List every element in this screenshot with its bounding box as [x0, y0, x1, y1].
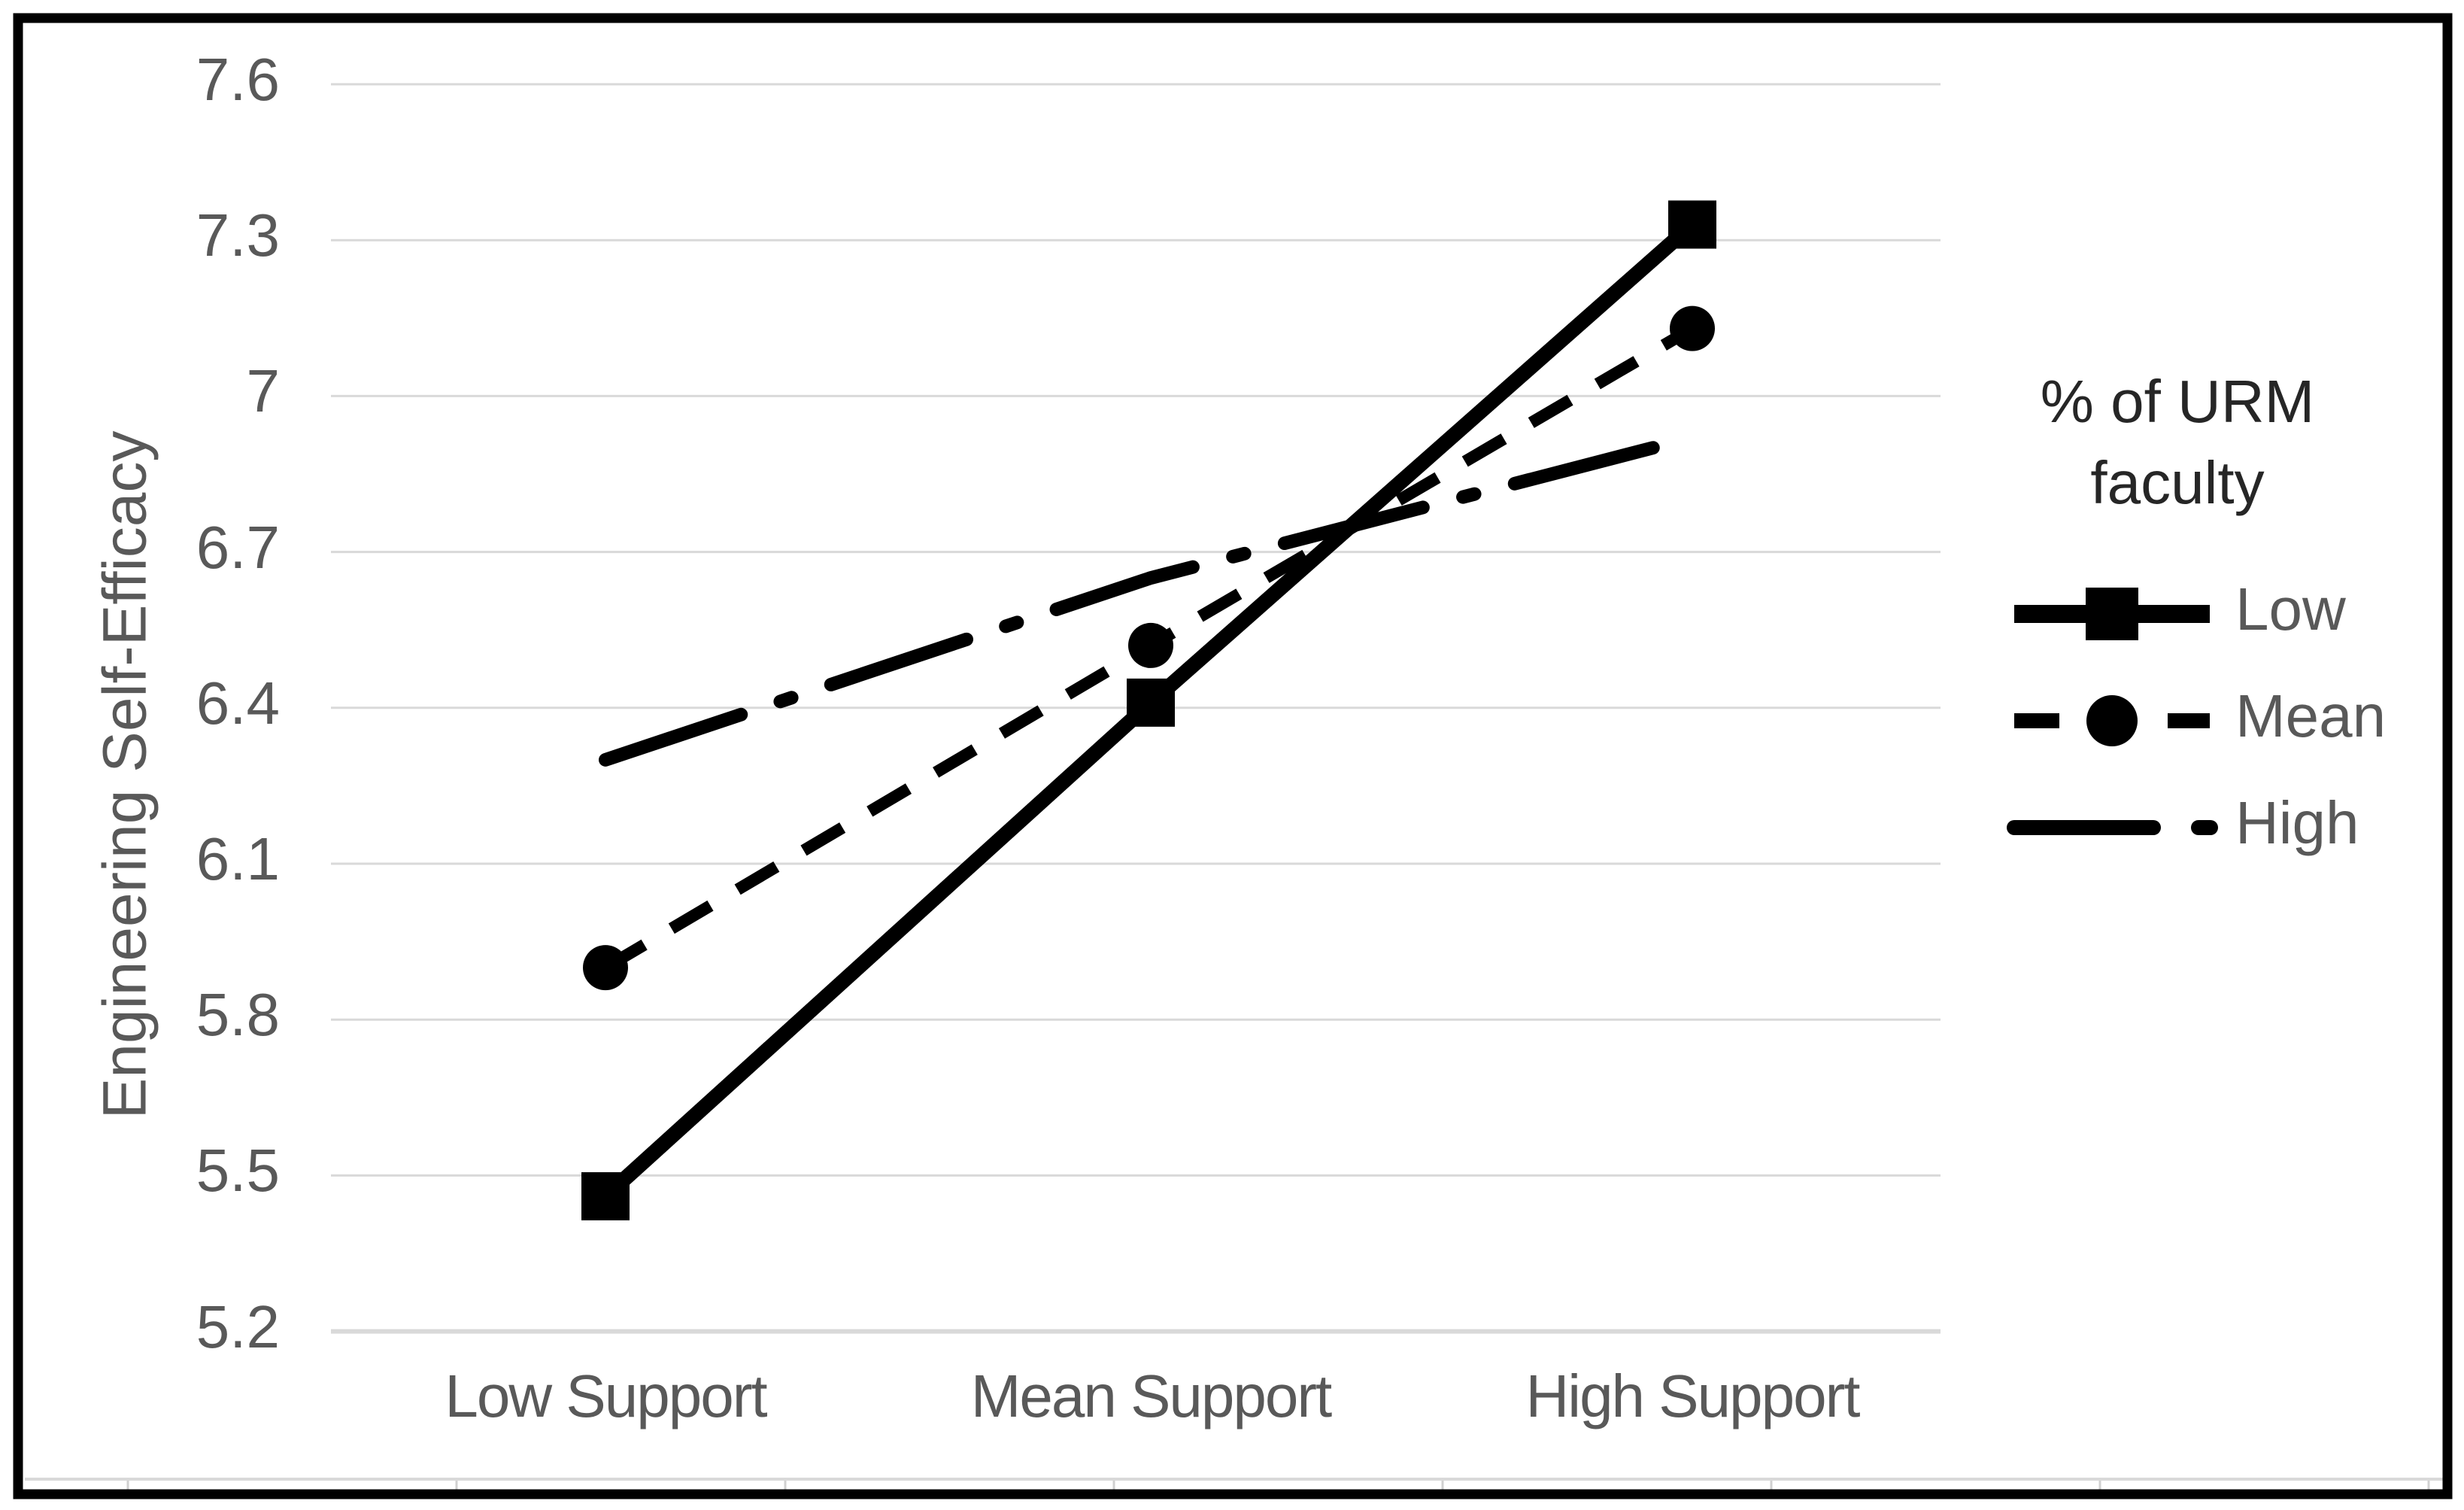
y-tick-label: 5.8: [196, 981, 280, 1048]
legend-item-high: High: [2007, 789, 2359, 856]
y-tick-label: 6.4: [196, 670, 280, 737]
y-axis-tick-labels: 7.6 7.3 7 6.7 6.4 6.1 5.8 5.5 5.2: [196, 46, 280, 1360]
y-tick-label: 5.5: [196, 1137, 280, 1204]
data-point-square-marker: [1668, 200, 1716, 249]
legend-low-square-marker-icon: [2086, 588, 2138, 640]
y-tick-label: 6.7: [196, 514, 280, 581]
x-category-label: High Support: [1526, 1363, 1861, 1429]
y-tick-label: 7: [247, 357, 281, 424]
legend-item-low: Low: [2014, 576, 2346, 643]
chart-outer-frame: [13, 13, 2453, 1499]
y-tick-label: 6.1: [196, 825, 280, 892]
data-point-square-marker: [581, 1172, 630, 1221]
y-tick-label: 7.6: [196, 46, 280, 113]
y-axis-title: Engineering Self-Efficacy: [91, 431, 159, 1120]
y-tick-label: 5.2: [196, 1293, 280, 1360]
data-point-circle-marker: [1128, 622, 1173, 668]
data-point-circle-marker: [1670, 305, 1715, 351]
legend-title-line2: faculty: [2090, 449, 2264, 516]
legend: % of URM faculty Low Mean High: [2007, 368, 2386, 856]
x-category-label: Low Support: [445, 1363, 767, 1429]
data-point-circle-marker: [583, 945, 628, 991]
legend-label-high: High: [2235, 789, 2359, 856]
series-lines: [581, 200, 1716, 1221]
legend-label-low: Low: [2235, 576, 2346, 643]
x-category-label: Mean Support: [971, 1363, 1332, 1429]
series-line-high: [599, 430, 1699, 767]
legend-title-line1: % of URM: [2041, 368, 2315, 435]
legend-item-mean: Mean: [2014, 682, 2386, 749]
legend-label-mean: Mean: [2235, 682, 2386, 749]
data-point-square-marker: [1127, 678, 1175, 727]
y-tick-label: 7.3: [196, 202, 280, 269]
legend-mean-circle-marker-icon: [2086, 695, 2138, 746]
x-axis-category-labels: Low Support Mean Support High Support: [445, 1363, 1862, 1429]
